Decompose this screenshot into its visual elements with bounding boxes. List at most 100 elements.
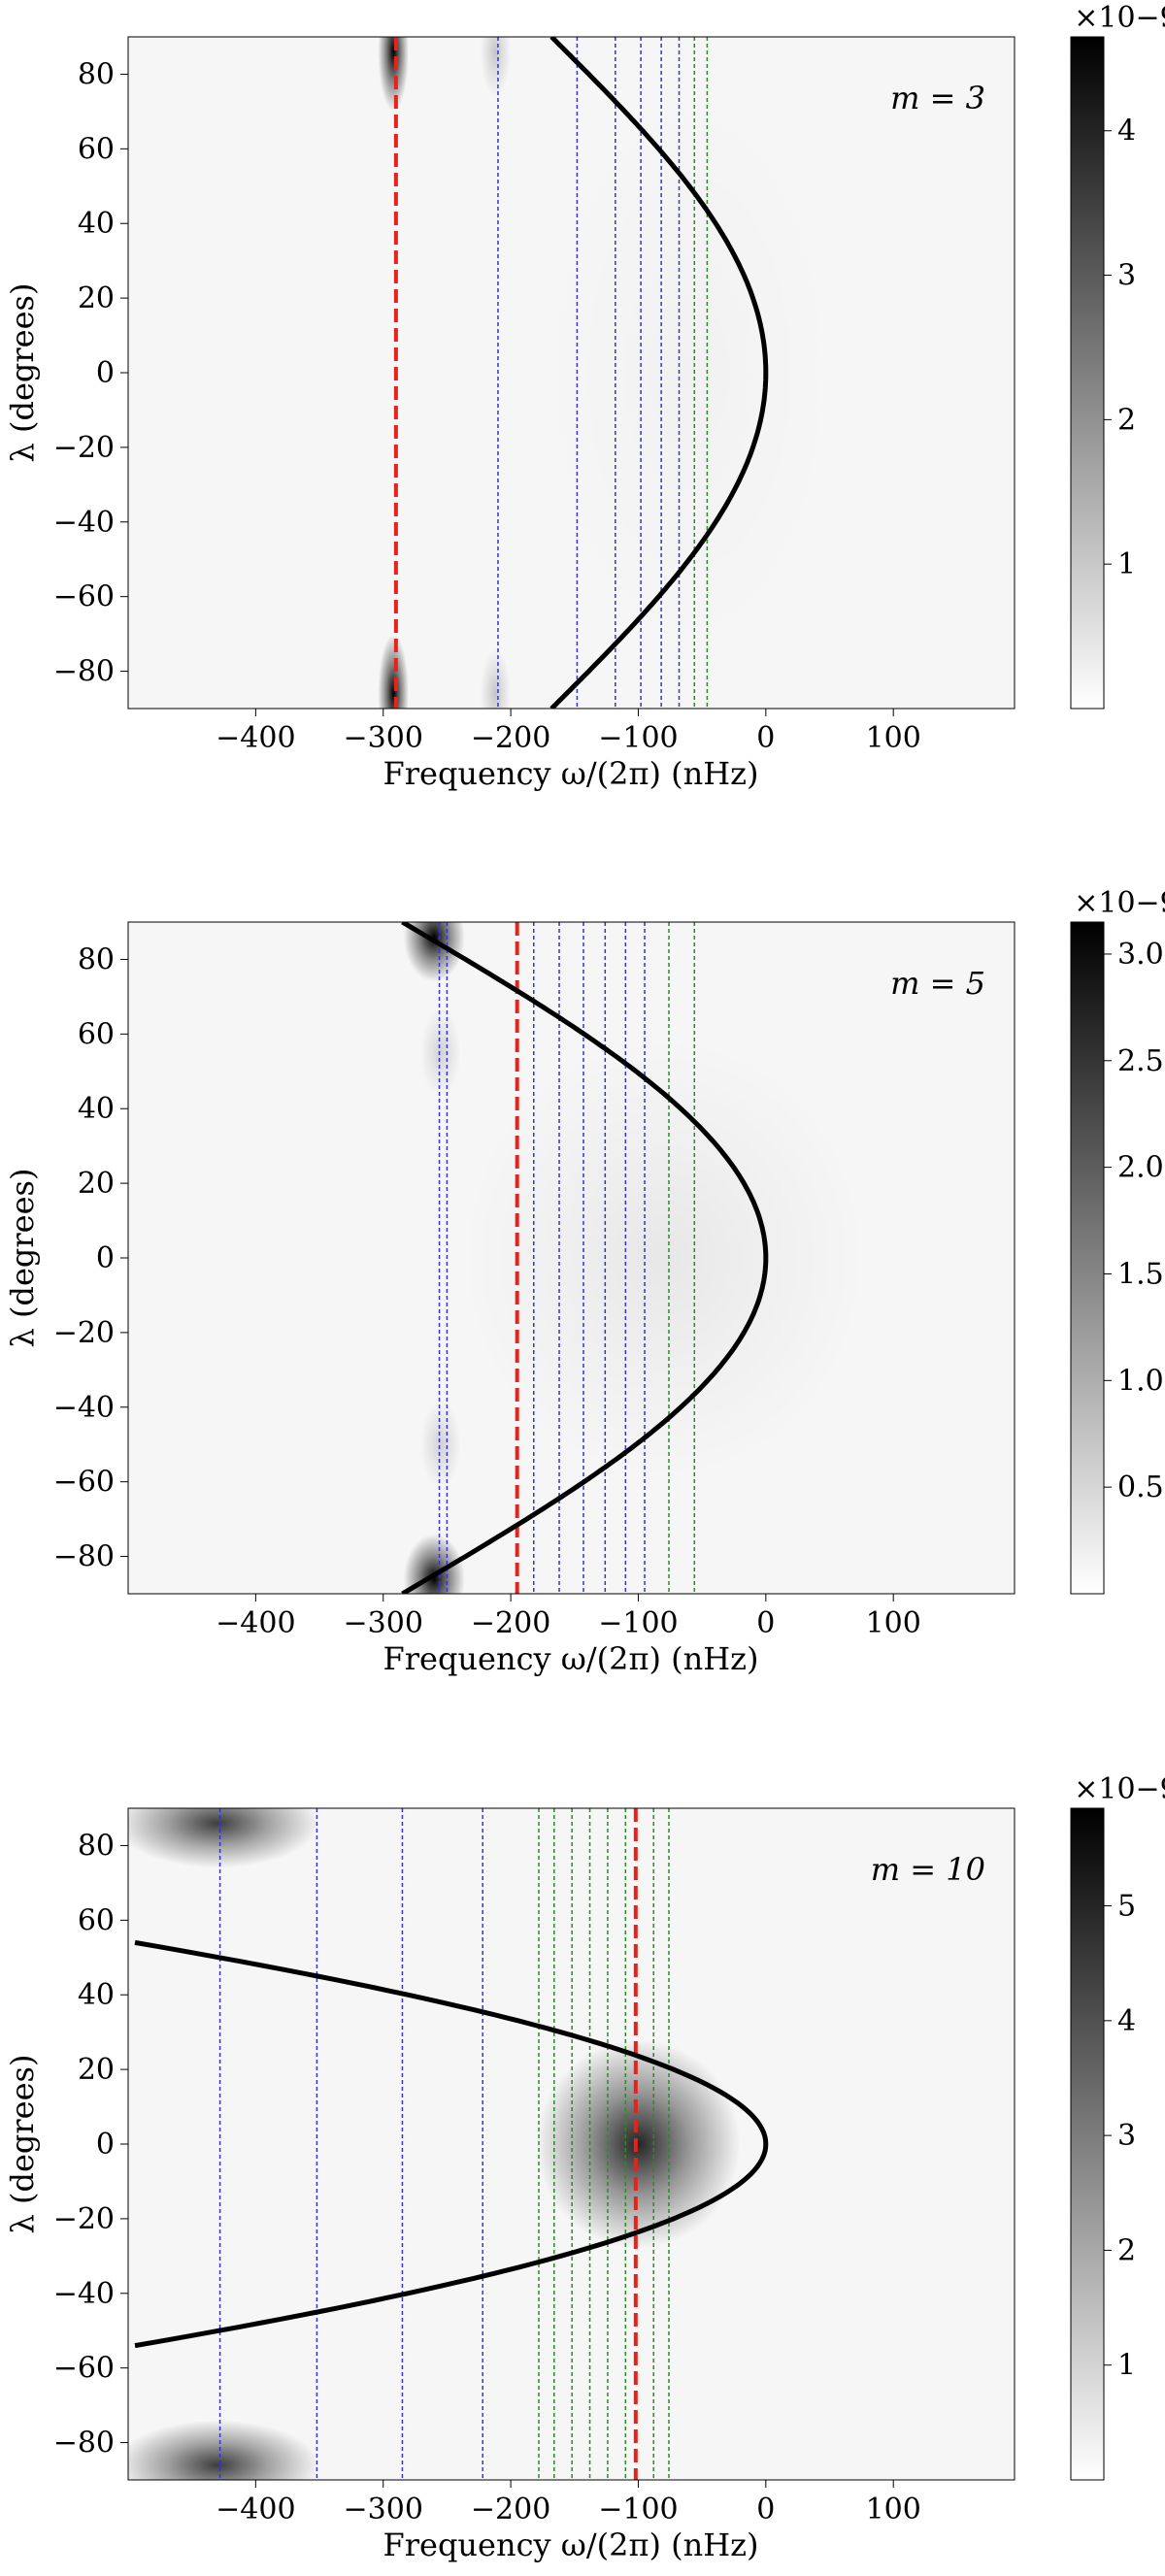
heatmap-blobs	[403, 922, 868, 1594]
y-tick-label: 80	[78, 57, 115, 91]
reference-lines	[218, 1808, 670, 2480]
y-tick-label: 40	[78, 1092, 115, 1126]
colorbar-tick-label: 1.0	[1117, 1364, 1164, 1398]
x-tick-label: 100	[866, 721, 921, 755]
black-curve	[134, 1939, 769, 2349]
heatmap-blob	[378, 37, 410, 112]
y-tick-label: 80	[78, 1829, 115, 1863]
x-tick-label: 0	[756, 1606, 775, 1640]
x-tick-label: −100	[598, 721, 678, 755]
x-tick-label: 100	[866, 2493, 921, 2526]
x-tick-label: 0	[756, 721, 775, 755]
heatmap-blob	[459, 1034, 868, 1482]
annotation-m: m = 5	[890, 965, 985, 1002]
x-tick-label: −200	[471, 721, 550, 755]
y-tick-label: −40	[53, 2277, 115, 2311]
y-tick-label: −60	[53, 580, 115, 614]
colorbar-tick-label: 2	[1117, 403, 1136, 437]
y-tick-label: −80	[53, 655, 115, 689]
heatmap-blob	[128, 2420, 320, 2480]
y-tick-label: −80	[53, 2427, 115, 2460]
y-tick-label: 60	[78, 1017, 115, 1051]
x-tick-label: −400	[216, 1606, 295, 1640]
x-tick-label: −100	[598, 1606, 678, 1640]
colorbar-exponent: ×10−9	[1074, 1, 1165, 35]
panel-m3: −400 −300 −200 −100 0 100 −80−60−40−200204060…	[4, 1, 1165, 792]
colorbar-tick-label: 4	[1117, 115, 1136, 149]
reference-lines	[438, 922, 696, 1594]
y-axis-ticks: −80 −60 −40 −20 0 20 40 60 80	[53, 57, 128, 689]
panel-m5: −400 −300 −200 −100 0 100 −80−60−40−200204060…	[4, 886, 1165, 1677]
colorbar-tick-label: 3	[1117, 259, 1136, 293]
heatmap-blob	[536, 2039, 741, 2249]
black-curve	[549, 37, 769, 709]
y-tick-label: 20	[78, 2053, 115, 2087]
y-tick-label: −40	[53, 506, 115, 540]
x-axis-ticks: −400 −300 −200 −100 0 100	[216, 709, 921, 755]
y-axis-label: λ (degrees)	[4, 1169, 41, 1348]
colorbar-tick-label: 1	[1117, 2349, 1136, 2383]
x-tick-label: −400	[216, 721, 295, 755]
y-tick-label: 40	[78, 207, 115, 241]
heatmap-blob	[378, 634, 410, 709]
heatmap-blob	[403, 1534, 465, 1594]
colorbar-ticks: 1 2 3 4	[1104, 115, 1136, 581]
colorbar	[1070, 1807, 1105, 2481]
x-axis-ticks: −400 −300 −200 −100 0 100	[216, 2480, 921, 2526]
colorbar-tick-label: 4	[1117, 2004, 1136, 2038]
black-curve	[401, 922, 769, 1594]
x-axis-label: Frequency ω/(2π) (nHz)	[383, 1640, 759, 1677]
panel-m10: −400 −300 −200 −100 0 100 −80−60−40−200204060…	[4, 1772, 1165, 2563]
y-tick-label: −20	[53, 431, 115, 465]
colorbar-tick-label: 3	[1117, 2119, 1136, 2153]
x-tick-label: 100	[866, 1606, 921, 1640]
y-tick-label: 60	[78, 1903, 115, 1937]
x-tick-label: −300	[344, 2493, 423, 2526]
colorbar-exponent: ×10−9	[1074, 1772, 1165, 1806]
colorbar	[1070, 921, 1105, 1595]
colorbar-exponent: ×10−9	[1074, 886, 1165, 920]
x-axis-label: Frequency ω/(2π) (nHz)	[383, 2526, 759, 2563]
y-tick-label: 0	[96, 2128, 115, 2162]
y-tick-label: 0	[96, 1241, 115, 1275]
colorbar-tick-label: 0.5	[1117, 1470, 1164, 1504]
x-axis-ticks: −400 −300 −200 −100 0 100	[216, 1594, 921, 1640]
y-tick-label: 0	[96, 356, 115, 390]
heatmap-blob	[128, 1808, 320, 1868]
y-tick-label: −20	[53, 2202, 115, 2236]
colorbar-tick-label: 5	[1117, 1890, 1136, 1924]
y-tick-label: −60	[53, 2352, 115, 2386]
y-tick-label: −80	[53, 1540, 115, 1574]
heatmap-blob	[480, 37, 512, 97]
colorbar-ticks: 0.5 1.0 1.5 2.0 2.5 3.0	[1104, 938, 1164, 1504]
x-tick-label: −200	[471, 1606, 550, 1640]
y-axis-label: λ (degrees)	[4, 2055, 41, 2234]
x-axis-label: Frequency ω/(2π) (nHz)	[383, 755, 759, 792]
colorbar-tick-label: 2	[1117, 2233, 1136, 2267]
y-axis-ticks: −80 −60 −40 −20 0 20 40 60 80	[53, 942, 128, 1574]
x-tick-label: −300	[344, 721, 423, 755]
heatmap-blobs	[128, 1808, 741, 2480]
annotation-m: m = 10	[871, 1851, 985, 1888]
y-tick-label: 20	[78, 1167, 115, 1201]
colorbar	[1070, 36, 1105, 710]
y-tick-label: −60	[53, 1466, 115, 1500]
heatmap-blob	[419, 1007, 461, 1098]
y-tick-label: 20	[78, 281, 115, 315]
x-tick-label: −400	[216, 2493, 295, 2526]
x-tick-label: 0	[756, 2493, 775, 2526]
colorbar-tick-label: 2.0	[1117, 1151, 1164, 1185]
heatmap-blob	[480, 648, 512, 709]
heatmap-blob	[403, 922, 465, 982]
heatmap-blob	[536, 74, 843, 672]
y-tick-label: −40	[53, 1391, 115, 1425]
colorbar-tick-label: 1.5	[1117, 1257, 1164, 1291]
x-tick-label: −300	[344, 1606, 423, 1640]
annotation-m: m = 3	[890, 80, 985, 116]
heatmap-blobs	[378, 37, 843, 709]
colorbar-ticks: 1 2 3 4 5	[1104, 1890, 1136, 2383]
y-tick-label: −20	[53, 1316, 115, 1350]
x-tick-label: −100	[598, 2493, 678, 2526]
colorbar-tick-label: 3.0	[1117, 938, 1164, 972]
